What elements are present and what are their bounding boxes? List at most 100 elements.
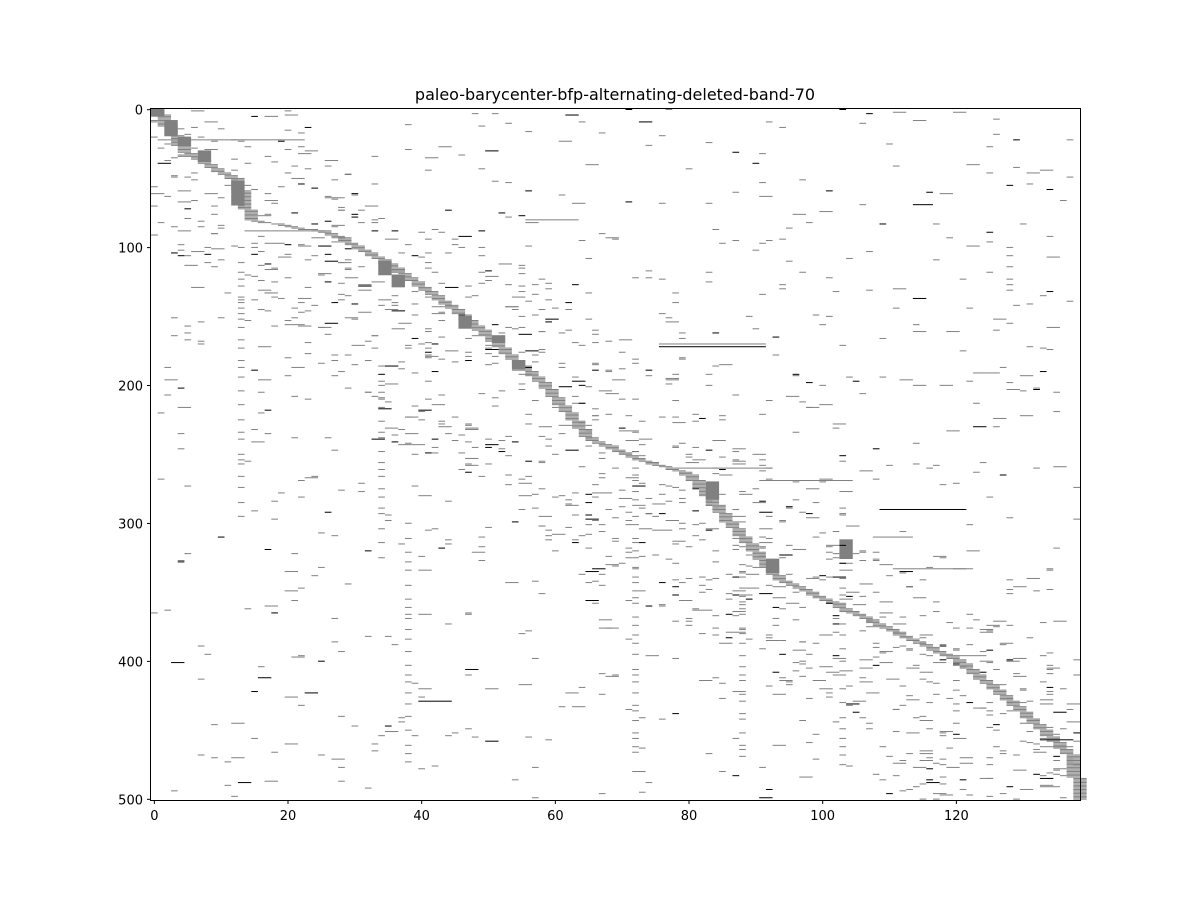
band-cell (552, 400, 566, 402)
matrix-entry (846, 376, 853, 378)
matrix-entry (632, 746, 639, 748)
matrix-entry (204, 262, 212, 264)
matrix-entry (1066, 721, 1080, 723)
matrix-entry (879, 746, 887, 748)
band-cell (1066, 773, 1080, 775)
matrix-entry (919, 798, 927, 800)
matrix-entry (785, 602, 800, 604)
matrix-entry (318, 532, 325, 534)
matrix-entry (953, 648, 960, 650)
band-cell (846, 612, 860, 614)
matrix-entry (171, 157, 178, 159)
band-cell (1046, 740, 1060, 742)
matrix-entry (184, 255, 192, 257)
matrix-entry (872, 773, 880, 775)
matrix-entry (685, 480, 693, 482)
matrix-entry (652, 503, 659, 505)
matrix-entry (732, 191, 740, 193)
band-cell (538, 387, 553, 389)
matrix-entry (658, 484, 666, 486)
matrix-entry (932, 682, 940, 684)
matrix-entry (304, 168, 312, 170)
row-segment (892, 568, 974, 570)
matrix-entry (805, 222, 813, 224)
matrix-entry (264, 548, 272, 550)
band-cell (1059, 748, 1074, 750)
matrix-entry (505, 435, 512, 437)
band-cell (578, 433, 593, 435)
matrix-entry (605, 564, 619, 566)
matrix-entry (672, 594, 679, 596)
matrix-entry (645, 605, 653, 607)
matrix-entry (739, 537, 746, 539)
matrix-entry (257, 280, 265, 282)
band-cell (1066, 757, 1080, 759)
matrix-entry (184, 176, 192, 178)
matrix-entry (1046, 326, 1060, 328)
band-cell (1026, 722, 1040, 724)
matrix-entry (518, 482, 532, 484)
matrix-entry (518, 373, 532, 375)
matrix-entry (264, 433, 272, 435)
matrix-entry (318, 566, 325, 568)
matrix-entry (899, 645, 907, 647)
matrix-entry (411, 372, 419, 374)
matrix-entry (531, 766, 539, 768)
matrix-entry (585, 547, 593, 549)
matrix-entry (986, 726, 994, 728)
matrix-entry (932, 798, 940, 800)
band-cell (1039, 731, 1054, 733)
band-cell (545, 391, 559, 393)
band-cell (986, 686, 1000, 688)
matrix-entry (451, 732, 459, 734)
matrix-entry (578, 240, 586, 242)
band-cell (525, 371, 539, 373)
matrix-entry (525, 736, 532, 738)
matrix-entry (625, 524, 633, 526)
band-block (231, 180, 245, 206)
matrix-entry (912, 717, 920, 719)
row-segment (953, 655, 987, 657)
matrix-entry (378, 304, 385, 306)
matrix-entry (699, 633, 706, 635)
matrix-entry (759, 648, 766, 650)
matrix-entry (859, 204, 867, 206)
matrix-entry (732, 611, 740, 613)
matrix-entry (545, 539, 553, 541)
matrix-entry (311, 575, 319, 577)
matrix-entry (358, 285, 372, 287)
matrix-entry (605, 555, 613, 557)
matrix-entry (598, 627, 613, 629)
matrix-entry (164, 195, 172, 197)
matrix-entry (257, 215, 272, 217)
x-tick-label: 100 (810, 809, 835, 824)
matrix-entry (572, 380, 586, 382)
matrix-entry (1053, 736, 1060, 738)
x-tick-label: 60 (547, 809, 564, 824)
matrix-entry (732, 544, 740, 546)
matrix-entry (425, 357, 432, 359)
matrix-entry (819, 324, 827, 326)
matrix-entry (612, 238, 619, 240)
band-cell (1059, 750, 1074, 752)
matrix-entry (525, 460, 532, 462)
matrix-entry (839, 648, 847, 650)
matrix-entry (1013, 675, 1020, 677)
matrix-entry (465, 285, 472, 287)
band-cell (932, 651, 947, 653)
matrix-entry (264, 200, 278, 202)
matrix-entry (1059, 688, 1067, 690)
matrix-entry (264, 263, 272, 265)
band-cell (953, 660, 967, 662)
matrix-entry (552, 533, 566, 535)
matrix-entry (257, 677, 272, 679)
matrix-entry (197, 645, 205, 647)
matrix-entry (652, 515, 659, 517)
matrix-entry (852, 611, 860, 613)
band-cell (979, 681, 994, 683)
matrix-entry (371, 750, 379, 752)
matrix-entry (979, 671, 987, 673)
matrix-entry (318, 274, 325, 276)
matrix-entry (1039, 371, 1047, 373)
matrix-entry (1033, 467, 1040, 469)
